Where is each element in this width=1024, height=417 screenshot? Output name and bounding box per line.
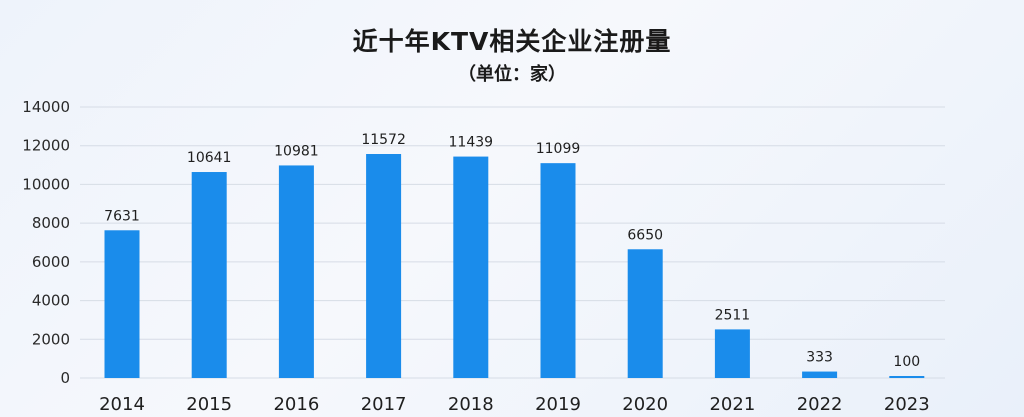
data-label-2022: 333 (806, 350, 833, 366)
y-tick-label: 4000 (32, 292, 70, 310)
x-tick-label-2023: 2023 (884, 394, 930, 415)
y-tick-label: 6000 (32, 253, 70, 271)
bar-2020 (627, 249, 663, 378)
bars (104, 153, 925, 378)
data-label-2016: 10981 (274, 143, 319, 159)
data-label-2015: 10641 (187, 150, 232, 166)
x-tick-label-2016: 2016 (273, 394, 319, 415)
x-tick-label-2015: 2015 (186, 394, 232, 415)
data-label-2023: 100 (893, 354, 920, 370)
x-tick-label-2014: 2014 (99, 394, 145, 415)
bar-2023 (889, 376, 925, 378)
data-labels: 7631 10641 10981 11572 11439 11099 6650 2511 333… (104, 132, 920, 370)
bar-2021 (714, 329, 750, 378)
bar-2017 (366, 153, 402, 378)
chart-title: 近十年KTV相关企业注册量 (352, 27, 672, 56)
data-label-2020: 6650 (627, 227, 663, 243)
y-tick-label: 8000 (32, 214, 70, 232)
bar-2016 (278, 165, 314, 378)
x-tick-label-2020: 2020 (622, 394, 668, 415)
y-tick-label: 2000 (32, 330, 70, 348)
y-tick-label: 10000 (22, 175, 70, 193)
x-axis: 2014 2015 2016 2017 2018 2019 2020 2021 2022 2023 (99, 394, 930, 415)
y-axis: 0 2000 4000 6000 8000 10000 12000 14000 (22, 98, 70, 387)
y-tick-label: 0 (60, 369, 70, 387)
chart-subtitle: （单位：家） (458, 64, 566, 85)
bar-2018 (453, 156, 489, 378)
data-label-2018: 11439 (449, 135, 494, 151)
bar-2015 (191, 172, 227, 378)
y-tick-label: 14000 (22, 98, 70, 116)
bar-2014 (104, 230, 140, 378)
bar-2022 (802, 371, 838, 378)
data-label-2021: 2511 (715, 307, 751, 323)
data-label-2017: 11572 (361, 132, 406, 148)
data-label-2019: 11099 (536, 141, 581, 157)
x-tick-label-2017: 2017 (361, 394, 407, 415)
x-tick-label-2018: 2018 (448, 394, 494, 415)
bar-2019 (540, 163, 576, 378)
y-tick-label: 12000 (22, 137, 70, 155)
x-tick-label-2021: 2021 (709, 394, 755, 415)
x-tick-label-2022: 2022 (797, 394, 843, 415)
data-label-2014: 7631 (104, 208, 140, 224)
x-tick-label-2019: 2019 (535, 394, 581, 415)
